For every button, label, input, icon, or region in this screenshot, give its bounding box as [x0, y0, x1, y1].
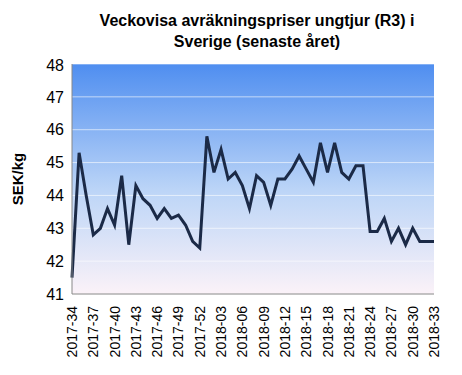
- svg-text:2017-49: 2017-49: [170, 306, 186, 358]
- svg-text:2017-46: 2017-46: [149, 306, 165, 358]
- svg-text:47: 47: [46, 89, 64, 106]
- svg-text:2018-30: 2018-30: [405, 306, 421, 358]
- html-text:Veckovisa avräkningspriser ung: Veckovisa avräkningspriser ungtjur (R3) …: [99, 12, 415, 50]
- svg-text:SEK/kg: SEK/kg: [9, 153, 26, 206]
- svg-text:2018-09: 2018-09: [256, 306, 272, 358]
- svg-text:45: 45: [46, 154, 64, 171]
- svg-text:42: 42: [46, 253, 64, 270]
- svg-text:2018-21: 2018-21: [341, 306, 357, 358]
- svg-text:44: 44: [46, 187, 64, 204]
- svg-text:2018-18: 2018-18: [320, 306, 336, 358]
- svg-text:46: 46: [46, 121, 64, 138]
- svg-text:2018-06: 2018-06: [234, 306, 250, 358]
- svg-text:2017-43: 2017-43: [128, 306, 144, 358]
- svg-text:41: 41: [46, 286, 64, 303]
- svg-text:2018-27: 2018-27: [383, 306, 399, 358]
- svg-text:48: 48: [46, 57, 64, 74]
- svg-text:2018-33: 2018-33: [426, 306, 442, 358]
- svg-text:2017-37: 2017-37: [85, 306, 101, 358]
- svg-text:43: 43: [46, 220, 64, 237]
- svg-text:2017-52: 2017-52: [192, 306, 208, 358]
- svg-text:2018-12: 2018-12: [277, 306, 293, 358]
- svg-text:2017-40: 2017-40: [107, 306, 123, 358]
- svg-text:2017-34: 2017-34: [64, 306, 80, 358]
- svg-text:2018-15: 2018-15: [298, 306, 314, 358]
- svg-text:2018-24: 2018-24: [362, 306, 378, 358]
- svg-text:2018-03: 2018-03: [213, 306, 229, 358]
